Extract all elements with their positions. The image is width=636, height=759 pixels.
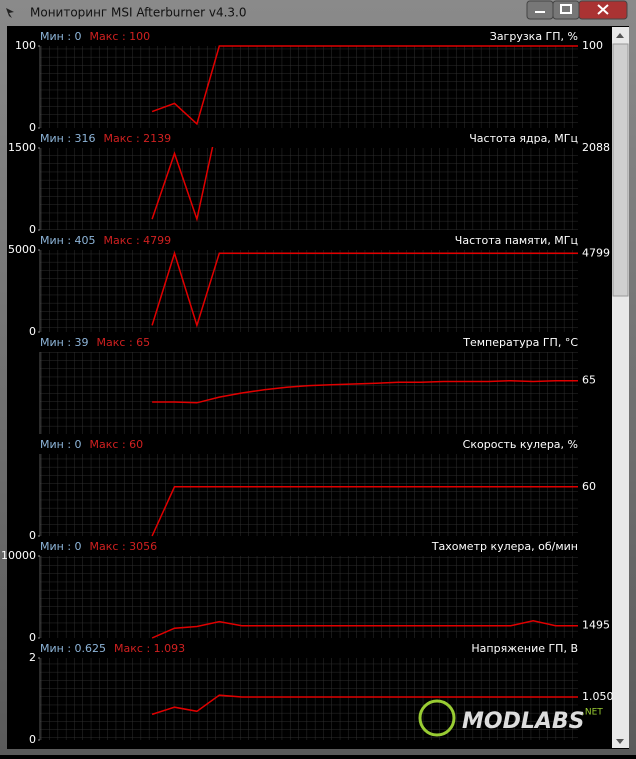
- current-value: 60: [582, 480, 596, 493]
- y-tick-label: 0: [29, 733, 36, 746]
- min-label: Мин : 0.625: [40, 642, 106, 655]
- y-tick-label: 2: [29, 651, 36, 664]
- min-label: Мин : 316: [40, 132, 96, 145]
- min-label: Мин : 0: [40, 438, 82, 451]
- plot-grid: [40, 250, 578, 332]
- monitor-panel: Мин : 0 Макс : 100 Загрузка ГП, % 0 100 100: [15, 30, 603, 134]
- panel-title: Тахометр кулера, об/мин: [431, 540, 578, 553]
- close-icon: [597, 4, 609, 15]
- plot-grid: [40, 352, 578, 434]
- current-value: 1495: [582, 619, 610, 632]
- monitor-panel: Мин : 0.625 Макс : 1.093 Напряжение ГП, В 0…: [29, 642, 614, 746]
- current-value: 1.050: [582, 690, 614, 703]
- watermark-suffix: .NET: [582, 708, 603, 718]
- current-value: 2088: [582, 141, 610, 154]
- panel-title: Напряжение ГП, В: [471, 642, 578, 655]
- y-tick-label: 0: [29, 529, 36, 542]
- series-line: [152, 379, 578, 404]
- y-tick-label: 0: [29, 325, 36, 338]
- current-value: 100: [582, 39, 603, 52]
- plot-grid: [40, 454, 578, 536]
- max-label: Макс : 4799: [104, 234, 172, 247]
- monitor-panel: Мин : 39 Макс : 65 Температура ГП, °C 65: [39, 336, 596, 434]
- monitor-panel: Мин : 316 Макс : 2139 Частота ядра, МГц 0 15…: [8, 132, 610, 236]
- monitor-panel: Мин : 0 Макс : 60 Скорость кулера, % 0 60: [29, 438, 596, 542]
- y-tick-label: 1500: [8, 141, 36, 154]
- app-icon: [6, 8, 14, 18]
- y-tick-label: 0: [29, 121, 36, 134]
- plot-grid: [40, 658, 578, 740]
- plot-grid: [40, 148, 578, 230]
- monitor-panel: Мин : 0 Макс : 3056 Тахометр кулера, об/ми…: [1, 540, 610, 644]
- series-line: [151, 250, 578, 328]
- max-label: Макс : 3056: [90, 540, 158, 553]
- y-tick-label: 0: [29, 631, 36, 644]
- series-line: [151, 45, 578, 126]
- max-label: Макс : 100: [90, 30, 151, 43]
- panel-title: Загрузка ГП, %: [490, 30, 578, 43]
- plot-grid: [40, 556, 578, 638]
- scroll-down[interactable]: [616, 739, 624, 744]
- panel-title: Частота памяти, МГц: [455, 234, 578, 247]
- minimize-button[interactable]: [526, 0, 554, 20]
- y-tick-label: 5000: [8, 243, 36, 256]
- scroll-thumb[interactable]: [612, 43, 629, 297]
- min-label: Мин : 405: [40, 234, 96, 247]
- max-label: Макс : 65: [97, 336, 151, 349]
- max-label: Макс : 1.093: [114, 642, 185, 655]
- max-label: Макс : 2139: [104, 132, 172, 145]
- maximize-icon: [560, 4, 572, 14]
- monitor-panel: Мин : 405 Макс : 4799 Частота памяти, МГц 0…: [8, 234, 610, 338]
- window-title: Мониторинг MSI Afterburner v4.3.0: [30, 6, 247, 20]
- panel-title: Частота ядра, МГц: [469, 132, 578, 145]
- scroll-up[interactable]: [616, 33, 624, 38]
- series-line: [151, 620, 578, 639]
- plot-grid: [40, 46, 578, 128]
- y-tick-label: 100: [15, 39, 36, 52]
- panel-title: Скорость кулера, %: [463, 438, 578, 451]
- maximize-button[interactable]: [552, 0, 580, 20]
- minimize-icon: [535, 11, 545, 13]
- y-tick-label: 0: [29, 223, 36, 236]
- series-line: [151, 694, 578, 716]
- panel-title: Температура ГП, °C: [462, 336, 578, 349]
- series-line: [151, 486, 578, 537]
- y-tick-label: 10000: [1, 549, 36, 562]
- max-label: Макс : 60: [90, 438, 144, 451]
- min-label: Мин : 0: [40, 30, 82, 43]
- watermark-logo: [418, 699, 456, 737]
- min-label: Мин : 0: [40, 540, 82, 553]
- watermark: MODLABS: [462, 709, 585, 734]
- current-value: 4799: [582, 246, 610, 259]
- min-label: Мин : 39: [40, 336, 89, 349]
- current-value: 65: [582, 374, 596, 387]
